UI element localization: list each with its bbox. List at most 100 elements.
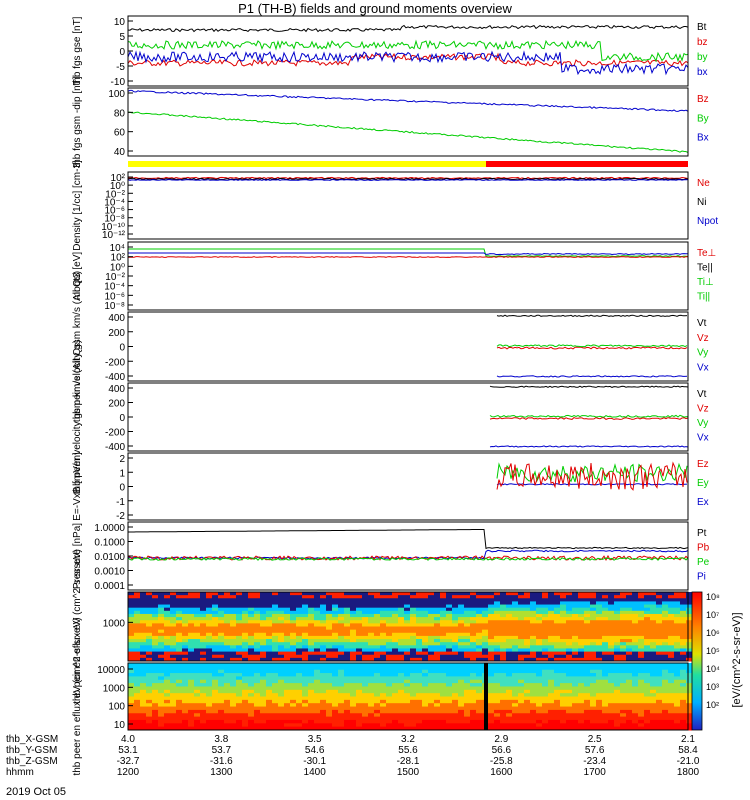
spectrogram-cell (374, 686, 380, 691)
spectrogram-cell (680, 719, 686, 724)
spectrogram-cell (194, 703, 200, 708)
spectrogram-cell (200, 623, 206, 627)
spectrogram-cell (224, 620, 230, 624)
spectrogram-cell (680, 648, 686, 653)
spectrogram-cell (356, 706, 362, 711)
spectrogram-cell (236, 689, 242, 694)
spectrogram-cell (518, 689, 524, 694)
spectrogram-cell (368, 726, 374, 731)
spectrogram-cell (134, 716, 140, 721)
spectrogram-cell (584, 635, 590, 640)
spectrogram-cell (674, 723, 680, 728)
spectrogram-cell (362, 719, 368, 724)
spectrogram-cell (398, 657, 404, 662)
spectrogram-cell (134, 723, 140, 728)
spectrogram-cell (596, 709, 602, 714)
spectrogram-cell (524, 666, 530, 671)
spectrogram-cell (236, 726, 242, 731)
spectrogram-cell (254, 592, 260, 596)
spectrogram-cell (326, 607, 332, 612)
spectrogram-cell (212, 726, 218, 731)
spectrogram-cell (224, 645, 230, 649)
spectrogram-cell (584, 713, 590, 718)
spectrogram-cell (392, 610, 398, 615)
spectrogram-cell (512, 693, 518, 697)
spectrogram-cell (218, 654, 224, 659)
spectrogram-cell (362, 686, 368, 691)
spectrogram-cell (392, 713, 398, 718)
y-tick-label: 200 (108, 399, 125, 410)
spectrogram-cell (242, 623, 248, 627)
spectrogram-cell (584, 632, 590, 637)
spectrogram-cell (338, 648, 344, 653)
spectrogram-cell (230, 686, 236, 691)
spectrogram-cell (602, 723, 608, 728)
spectrogram-cell (656, 709, 662, 714)
spectrogram-cell (542, 716, 548, 721)
spectrogram-cell (182, 696, 188, 701)
spectrogram-cell (368, 623, 374, 627)
spectrogram-cell (566, 706, 572, 711)
spectrogram-cell (158, 696, 164, 701)
spectrogram-cell (488, 635, 494, 640)
spectrogram-cell (494, 639, 500, 643)
spectrogram-cell (554, 683, 560, 687)
spectrogram-cell (170, 706, 176, 711)
spectrogram-cell (638, 617, 644, 621)
spectrogram-cell (158, 635, 164, 640)
orbit-value: 3.8 (214, 734, 228, 745)
spectrogram-cell (488, 679, 494, 684)
spectrogram-cell (398, 679, 404, 684)
spectrogram-cell (230, 648, 236, 653)
spectrogram-cell (542, 726, 548, 731)
spectrogram-cell (686, 676, 692, 681)
spectrogram-cell (608, 654, 614, 659)
spectrogram-cell (350, 617, 356, 621)
spectrogram-cell (452, 696, 458, 701)
spectrogram-cell (164, 620, 170, 624)
spectrogram-cell (614, 686, 620, 691)
spectrogram-cell (596, 648, 602, 653)
spectrogram-cell (644, 716, 650, 721)
spectrogram-cell (344, 654, 350, 659)
spectrogram-cell (374, 696, 380, 701)
spectrogram-cell (674, 726, 680, 731)
spectrogram-cell (218, 696, 224, 701)
spectrogram-cell (662, 610, 668, 615)
spectrogram-cell (320, 686, 326, 691)
spectrogram-cell (236, 601, 242, 606)
spectrogram-cell (542, 607, 548, 612)
spectrogram-cell (572, 719, 578, 724)
spectrogram-cell (320, 613, 326, 618)
spectrogram-cell (470, 648, 476, 653)
spectrogram-cell (518, 623, 524, 627)
spectrogram-cell (176, 669, 182, 674)
spectrogram-cell (662, 716, 668, 721)
spectrogram-cell (668, 651, 674, 656)
spectrogram-cell (554, 598, 560, 602)
spectrogram-cell (140, 679, 146, 684)
spectrogram-cell (200, 601, 206, 606)
spectrogram-cell (230, 592, 236, 596)
spectrogram-cell (584, 673, 590, 677)
spectrogram-cell (680, 699, 686, 704)
spectrogram-cell (656, 639, 662, 643)
spectrogram-cell (182, 598, 188, 602)
spectrogram-cell (248, 657, 254, 662)
spectrogram-cell (608, 663, 614, 667)
spectrogram-cell (476, 595, 482, 599)
spectrogram-cell (602, 709, 608, 714)
spectrogram-cell (272, 683, 278, 687)
spectrogram-cell (434, 595, 440, 599)
spectrogram-cell (182, 601, 188, 606)
spectrogram-cell (152, 716, 158, 721)
spectrogram-cell (392, 706, 398, 711)
spectrogram-cell (506, 610, 512, 615)
spectrogram-cell (638, 719, 644, 724)
spectrogram-cell (200, 657, 206, 662)
spectrogram-cell (302, 693, 308, 697)
spectrogram-cell (146, 703, 152, 708)
y-axis-label: moqt3 [eV] (72, 252, 83, 301)
spectrogram-cell (506, 713, 512, 718)
orbit-value: 1700 (584, 767, 607, 778)
